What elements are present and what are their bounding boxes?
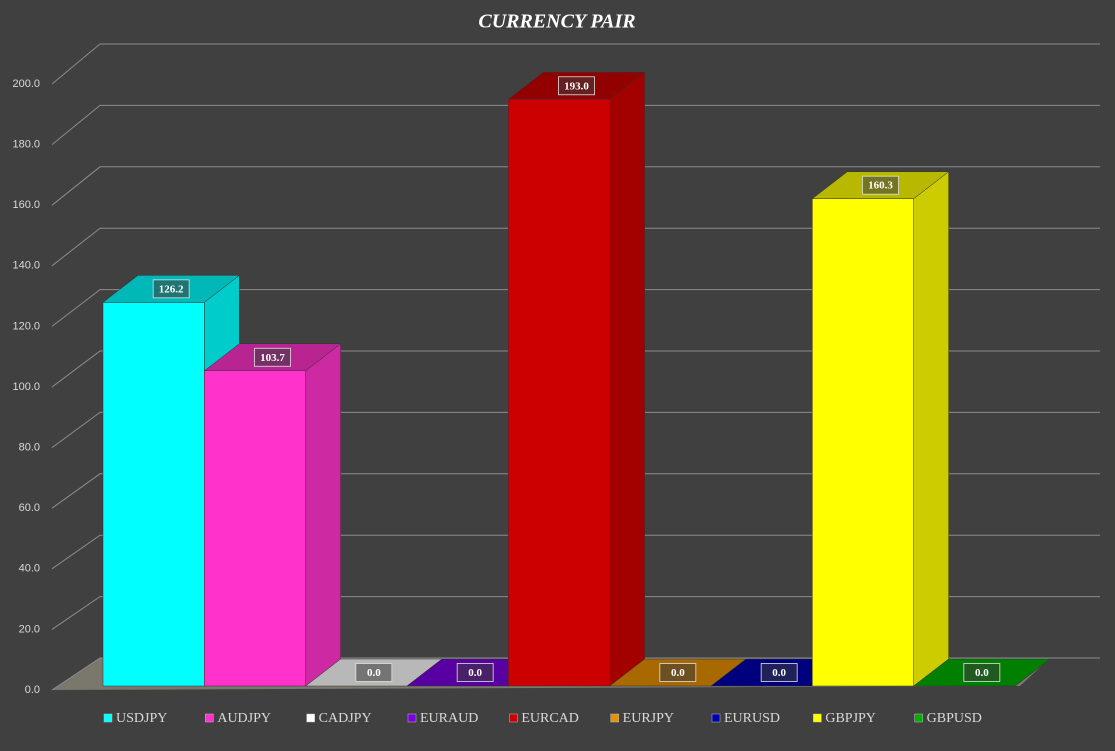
legend-label: EURJPY [623, 711, 674, 726]
legend-swatch [610, 713, 619, 723]
value-label: 160.3 [868, 180, 893, 192]
grid-line [51, 43, 1100, 85]
y-tick-label: 20.0 [19, 623, 40, 635]
legend-swatch [407, 713, 417, 723]
y-tick-label: 40.0 [19, 563, 40, 575]
value-label-box [862, 175, 899, 195]
y-tick-label: 80.0 [19, 442, 40, 454]
grid-line [51, 289, 1100, 327]
legend-label: EURCAD [521, 711, 579, 726]
y-tick-label: 0.0 [25, 684, 40, 696]
value-label-box [760, 663, 798, 682]
y-tick-label: 200.0 [12, 78, 40, 90]
value-label-box [558, 76, 595, 96]
y-tick-label: 160.0 [12, 199, 40, 211]
value-label: 193.0 [564, 80, 589, 92]
grid-line [51, 596, 1100, 630]
y-tick-label: 140.0 [12, 260, 40, 272]
grid-line [51, 227, 1100, 267]
grid-line [51, 411, 1100, 449]
value-label-box [254, 347, 291, 367]
grid-line [51, 534, 1100, 570]
value-label: 0.0 [975, 667, 989, 679]
legend-swatch [711, 713, 721, 723]
value-label: 0.0 [468, 667, 482, 679]
grid-line [51, 657, 1100, 691]
legend-label: EURAUD [420, 711, 478, 726]
legend-swatch [103, 713, 113, 723]
legend-swatch [205, 713, 214, 723]
y-tick-label: 180.0 [12, 139, 40, 151]
legend-label: AUDJPY [217, 711, 271, 726]
value-label-box [659, 663, 697, 682]
value-label: 103.7 [260, 352, 285, 364]
chart-title: CURRENCY PAIR [478, 11, 635, 33]
legend-label: EURUSD [724, 711, 780, 726]
y-tick-label: 120.0 [12, 320, 40, 332]
value-label: 0.0 [772, 667, 786, 679]
grid-line [51, 104, 1100, 145]
legend-label: GBPJPY [825, 711, 876, 726]
bar [812, 198, 914, 687]
grid-line [51, 350, 1100, 388]
legend-swatch [914, 713, 923, 723]
y-tick-label: 100.0 [12, 381, 40, 393]
value-label-box [963, 663, 1001, 682]
value-label-box [456, 663, 494, 682]
y-tick-label: 60.0 [19, 502, 40, 514]
bar-side [305, 343, 341, 687]
bar [204, 370, 306, 687]
legend-label: GBPUSD [927, 711, 982, 726]
bar-side [609, 71, 645, 687]
legend-swatch [509, 713, 518, 723]
grid-line [51, 473, 1100, 509]
value-label: 0.0 [671, 667, 685, 679]
bar-side [913, 171, 949, 687]
value-label-box [355, 663, 393, 682]
legend-swatch [306, 713, 315, 723]
legend-label: USDJPY [116, 711, 167, 726]
value-label: 0.0 [367, 667, 381, 679]
legend-label: CADJPY [319, 711, 372, 726]
legend-swatch [813, 713, 822, 723]
value-label: 126.2 [159, 283, 184, 295]
bar [102, 302, 205, 687]
grid-line [51, 166, 1100, 206]
value-label-box [152, 279, 190, 299]
bar [508, 99, 610, 687]
